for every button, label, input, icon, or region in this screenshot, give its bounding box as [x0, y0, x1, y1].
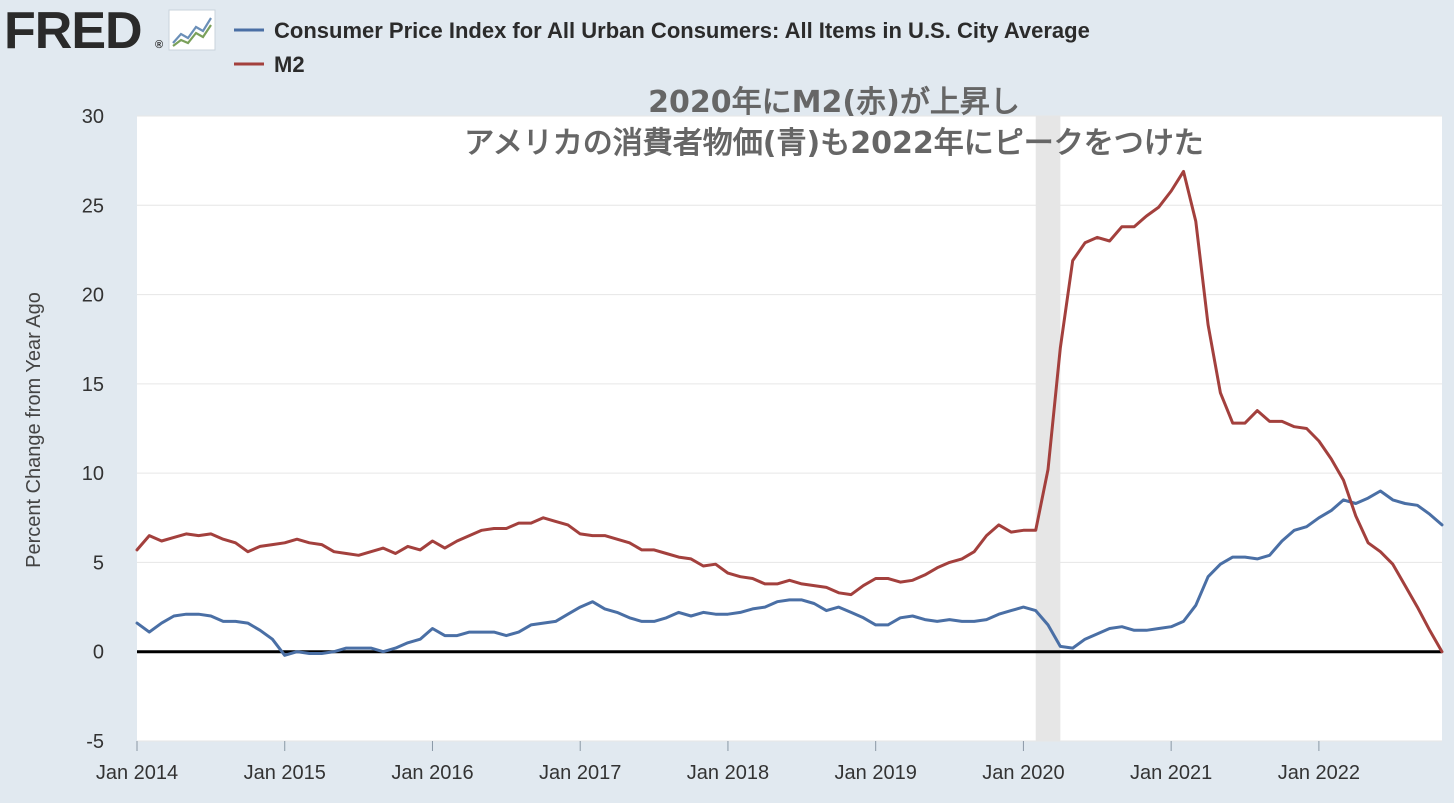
x-tick-label: Jan 2017 — [539, 762, 621, 784]
x-tick-label: Jan 2016 — [391, 762, 473, 784]
y-tick-label: -5 — [86, 731, 104, 753]
y-tick-label: 25 — [82, 195, 104, 217]
y-axis-title: Percent Change from Year Ago — [23, 292, 45, 568]
fred-logo-registered-mark: ® — [155, 39, 163, 51]
fred-logo-text: FRED — [4, 2, 142, 60]
x-tick-label: Jan 2020 — [982, 762, 1064, 784]
y-tick-label: 30 — [82, 106, 104, 128]
recession-layer — [1035, 116, 1061, 741]
x-tick-label: Jan 2019 — [835, 762, 917, 784]
series-layer — [135, 169, 1444, 657]
annotation-line-1: 2020年にM2(赤)が上昇し — [648, 85, 1020, 120]
series-line-m2 — [135, 169, 1444, 654]
legend-label-cpi: Consumer Price Index for All Urban Consu… — [274, 18, 1090, 43]
series-line-cpi — [135, 489, 1444, 657]
y-tick-label: 0 — [93, 642, 104, 664]
y-tick-label: 10 — [82, 463, 104, 485]
y-tick-label: 5 — [93, 552, 104, 574]
y-tick-label: 20 — [82, 285, 104, 307]
x-tick-label: Jan 2021 — [1130, 762, 1212, 784]
annotation: 2020年にM2(赤)が上昇し アメリカの消費者物価(青)も2022年にピークを… — [464, 85, 1203, 161]
y-axis-ticks: -5 0 5 10 15 20 25 30 — [82, 106, 104, 753]
line-chart-icon — [168, 9, 216, 51]
legend-item-cpi[interactable]: Consumer Price Index for All Urban Consu… — [234, 18, 1090, 43]
plot-area — [137, 116, 1442, 741]
x-tick-label: Jan 2015 — [244, 762, 326, 784]
annotation-line-2: アメリカの消費者物価(青)も2022年にピークをつけた — [464, 126, 1203, 161]
x-axis-ticks: Jan 2014 Jan 2015 Jan 2016 Jan 2017 Jan 2018… — [96, 741, 1360, 784]
legend: Consumer Price Index for All Urban Consu… — [234, 18, 1090, 77]
grid-layer — [137, 115, 1442, 742]
x-tick-label: Jan 2018 — [687, 762, 769, 784]
fred-logo[interactable]: FRED ® — [4, 2, 216, 60]
y-tick-label: 15 — [82, 374, 104, 396]
x-tick-label: Jan 2022 — [1278, 762, 1360, 784]
legend-item-m2[interactable]: M2 — [234, 52, 305, 77]
recession-band — [1035, 116, 1061, 741]
legend-label-m2: M2 — [274, 52, 305, 77]
x-tick-label: Jan 2014 — [96, 762, 178, 784]
